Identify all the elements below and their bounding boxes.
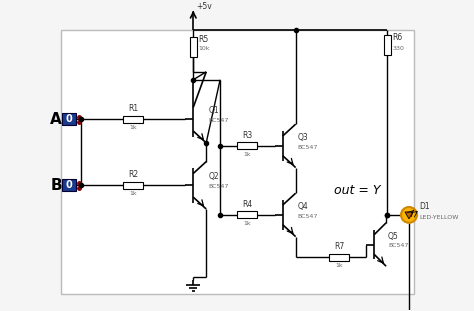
Text: 0: 0 — [65, 180, 73, 190]
Bar — [237, 211, 257, 218]
Bar — [190, 37, 197, 57]
Bar — [62, 113, 76, 125]
Text: R4: R4 — [242, 200, 253, 209]
Bar — [123, 182, 143, 189]
Text: R5: R5 — [198, 35, 209, 44]
Text: Q3: Q3 — [298, 133, 309, 142]
Text: R3: R3 — [242, 131, 253, 140]
Text: BC547: BC547 — [208, 118, 228, 123]
Text: BC547: BC547 — [388, 244, 409, 248]
Bar — [329, 254, 349, 261]
Text: 330: 330 — [392, 46, 404, 51]
Bar — [62, 179, 76, 191]
Text: Q2: Q2 — [208, 172, 219, 181]
Bar — [61, 30, 414, 294]
Circle shape — [401, 207, 417, 223]
Text: B: B — [50, 178, 62, 193]
Text: 10k: 10k — [198, 46, 210, 51]
Text: R2: R2 — [128, 170, 138, 179]
Text: R7: R7 — [334, 242, 345, 251]
Text: 1k: 1k — [244, 152, 251, 157]
Text: +5v: +5v — [196, 2, 212, 11]
Text: out = Y: out = Y — [335, 184, 381, 197]
Text: BC547: BC547 — [208, 184, 228, 189]
Text: D1: D1 — [419, 202, 429, 211]
Text: BC547: BC547 — [298, 145, 318, 150]
Text: A: A — [50, 112, 62, 127]
Text: 0: 0 — [65, 114, 73, 124]
Text: 1k: 1k — [129, 125, 137, 130]
Bar — [123, 116, 143, 123]
Text: 1k: 1k — [129, 191, 137, 196]
Text: R6: R6 — [392, 33, 402, 42]
Text: LED-YELLOW: LED-YELLOW — [419, 215, 458, 220]
Polygon shape — [405, 212, 413, 219]
Text: Q5: Q5 — [388, 232, 399, 241]
Text: BC547: BC547 — [298, 214, 318, 219]
Text: 1k: 1k — [244, 221, 251, 226]
Bar — [237, 142, 257, 149]
Text: Q1: Q1 — [208, 106, 219, 115]
Text: 1k: 1k — [336, 263, 343, 268]
Text: Q4: Q4 — [298, 202, 309, 211]
Text: R1: R1 — [128, 104, 138, 113]
Bar — [383, 35, 391, 55]
